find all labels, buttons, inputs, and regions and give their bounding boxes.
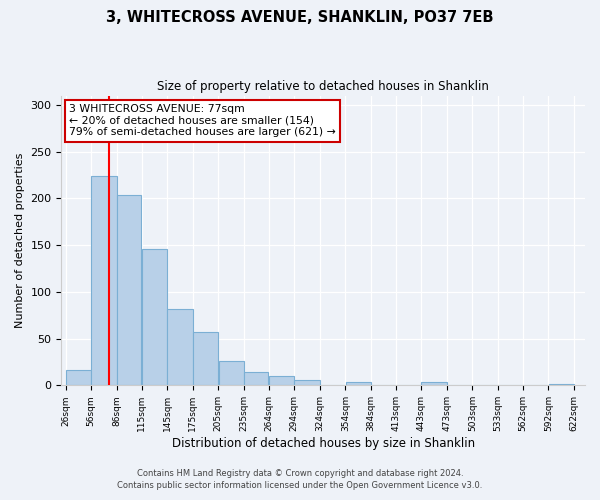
Bar	[91, 176, 116, 386]
Bar	[244, 372, 268, 386]
Text: Contains HM Land Registry data © Crown copyright and database right 2024.
Contai: Contains HM Land Registry data © Crown c…	[118, 468, 482, 490]
Y-axis label: Number of detached properties: Number of detached properties	[15, 153, 25, 328]
Bar	[117, 194, 142, 386]
Bar	[167, 308, 193, 386]
Text: 3, WHITECROSS AVENUE, SHANKLIN, PO37 7EB: 3, WHITECROSS AVENUE, SHANKLIN, PO37 7EB	[106, 10, 494, 25]
Bar	[548, 384, 574, 386]
X-axis label: Distribution of detached houses by size in Shanklin: Distribution of detached houses by size …	[172, 437, 475, 450]
Bar	[421, 382, 446, 386]
Bar	[193, 332, 218, 386]
Bar	[218, 361, 244, 386]
Bar	[269, 376, 294, 386]
Bar	[66, 370, 91, 386]
Title: Size of property relative to detached houses in Shanklin: Size of property relative to detached ho…	[157, 80, 489, 93]
Bar	[295, 380, 320, 386]
Bar	[346, 382, 371, 386]
Bar	[142, 249, 167, 386]
Text: 3 WHITECROSS AVENUE: 77sqm
← 20% of detached houses are smaller (154)
79% of sem: 3 WHITECROSS AVENUE: 77sqm ← 20% of deta…	[69, 104, 336, 138]
